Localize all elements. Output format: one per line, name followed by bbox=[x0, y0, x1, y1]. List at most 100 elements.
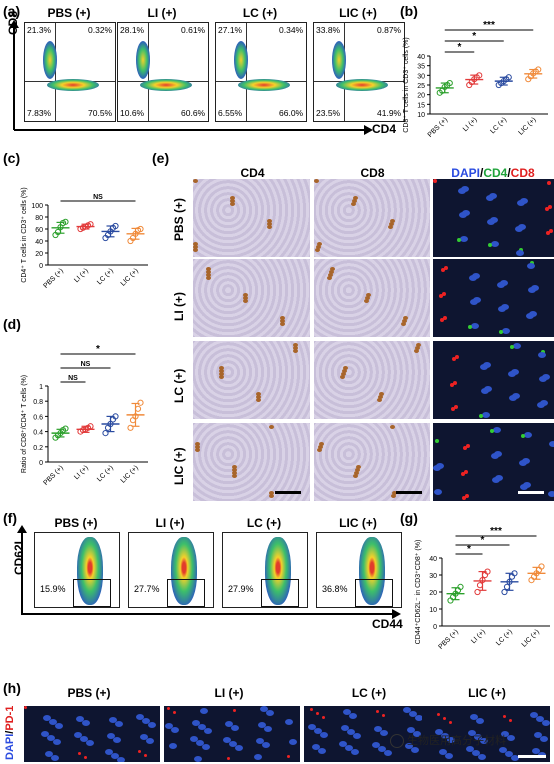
col-label-merge: DAPI/CD4/CD8 bbox=[451, 166, 535, 180]
wechat-icon bbox=[390, 734, 404, 748]
y-tick-label: 30 bbox=[429, 573, 437, 580]
y-tick-label: 0.6 bbox=[33, 414, 43, 421]
data-point bbox=[474, 588, 481, 596]
ihc-cd8-image bbox=[314, 259, 430, 337]
chart-g: 0 10 20 30 40 CD44⁺CD62L⁻ in CD3⁺CD8⁺ (%) PBS … bbox=[415, 526, 550, 651]
cd62l-axis-arrow bbox=[17, 525, 27, 615]
scale-bar-merge bbox=[518, 491, 544, 494]
h-column-title: LC (+) bbox=[351, 686, 387, 700]
gate-percentage: 15.9% bbox=[40, 584, 66, 594]
x-tick-label: LC (+) bbox=[489, 116, 508, 135]
data-point bbox=[137, 225, 144, 233]
y-tick-label: 0.4 bbox=[33, 430, 43, 437]
flow-f-title: LC (+) bbox=[246, 516, 282, 530]
x-tick-label: LI (+) bbox=[470, 628, 487, 645]
ihc-cd8-image bbox=[314, 423, 430, 501]
data-point bbox=[54, 228, 62, 236]
quadrant-lr-value: 66.0% bbox=[279, 108, 304, 118]
quadrant-ul-value: 33.8% bbox=[316, 25, 341, 35]
data-point bbox=[476, 582, 484, 589]
quadrant-ur-value: 0.61% bbox=[181, 25, 206, 35]
flow-a-title: LC (+) bbox=[242, 6, 278, 20]
flow-a-title: PBS (+) bbox=[47, 6, 91, 20]
cd62l-axis-label: CD62L bbox=[12, 536, 26, 575]
cd4-axis-arrow bbox=[14, 125, 373, 135]
significance-label: NS bbox=[93, 194, 103, 201]
cd8-label: CD8 bbox=[510, 166, 535, 180]
y-tick-label: 25 bbox=[417, 83, 425, 90]
row-label-e: LIC (+) bbox=[172, 447, 186, 485]
y-tick-label: 15 bbox=[417, 102, 425, 109]
dapi-pd1-vertical: DAPI/PD-1 bbox=[4, 705, 16, 760]
quadrant-ul-value: 27.1% bbox=[218, 25, 243, 35]
h-column-title: LI (+) bbox=[214, 686, 244, 700]
y-tick-label: 20 bbox=[429, 590, 437, 597]
pd1-image bbox=[24, 706, 160, 762]
data-point bbox=[511, 570, 518, 577]
y-tick-label: 100 bbox=[31, 203, 43, 210]
data-point bbox=[129, 417, 137, 424]
x-tick-label: LIC (+) bbox=[521, 628, 541, 648]
y-tick-label: 10 bbox=[417, 112, 425, 119]
col-label-cd8: CD8 bbox=[360, 166, 385, 180]
flow-plot-f bbox=[34, 532, 120, 608]
if-merge-image bbox=[433, 423, 554, 501]
flow-a-title: LIC (+) bbox=[339, 6, 377, 20]
x-tick-label: LIC (+) bbox=[120, 267, 140, 287]
quadrant-lr-value: 60.6% bbox=[181, 108, 206, 118]
flow-f-title: PBS (+) bbox=[54, 516, 98, 530]
significance-label: * bbox=[458, 42, 462, 53]
dapi-label: DAPI bbox=[451, 166, 480, 180]
panel-label-f: (f) bbox=[3, 510, 17, 526]
data-point bbox=[132, 413, 139, 420]
quadrant-lr-value: 70.5% bbox=[88, 108, 113, 118]
quadrant-ll-value: 23.5% bbox=[316, 108, 341, 118]
flow-f-title: LI (+) bbox=[155, 516, 185, 530]
data-point bbox=[107, 420, 114, 428]
panel-label-g: (g) bbox=[400, 510, 418, 526]
data-point bbox=[112, 413, 119, 420]
significance-label: * bbox=[481, 535, 485, 546]
flow-plot-a bbox=[24, 22, 116, 122]
flow-plot-a bbox=[313, 22, 405, 122]
gate-percentage: 27.9% bbox=[228, 584, 254, 594]
row-label-e: LI (+) bbox=[172, 292, 186, 321]
flow-plot-f bbox=[316, 532, 402, 608]
chart-b: 10 15 20 25 30 35 40 CD8⁺ T cells in CD3⁺ cells… bbox=[403, 20, 548, 139]
y-tick-label: 40 bbox=[429, 556, 437, 563]
data-point bbox=[137, 399, 144, 406]
quadrant-ul-value: 21.3% bbox=[27, 25, 52, 35]
y-tick-label: 20 bbox=[35, 251, 43, 258]
x-tick-label: LC (+) bbox=[96, 267, 115, 286]
ihc-cd8-image bbox=[314, 179, 430, 257]
pd1-image bbox=[304, 706, 440, 762]
data-point bbox=[62, 218, 69, 225]
significance-label: NS bbox=[68, 375, 78, 382]
quadrant-ll-value: 10.6% bbox=[120, 108, 145, 118]
data-point bbox=[538, 563, 545, 570]
y-axis-title: CD44⁺CD62L⁻ in CD3⁺CD8⁺ (%) bbox=[415, 540, 422, 645]
data-point bbox=[479, 577, 486, 584]
ihc-cd4-image bbox=[193, 341, 310, 419]
quadrant-ll-value: 7.83% bbox=[27, 108, 52, 118]
panel-label-h: (h) bbox=[3, 680, 21, 696]
flow-f-title: LIC (+) bbox=[339, 516, 377, 530]
ihc-cd4-image bbox=[193, 423, 310, 501]
gate-percentage: 27.7% bbox=[134, 584, 160, 594]
h-column-title: PBS (+) bbox=[67, 686, 111, 700]
x-tick-label: PBS (+) bbox=[42, 464, 64, 486]
significance-label: * bbox=[472, 31, 476, 42]
flow-a-title: LI (+) bbox=[147, 6, 177, 20]
flow-plot-f bbox=[128, 532, 214, 608]
flow-plot-f bbox=[222, 532, 308, 608]
ihc-cd4-image bbox=[193, 179, 310, 257]
significance-label: NS bbox=[81, 361, 91, 368]
cd44-axis-arrow bbox=[22, 609, 401, 619]
y-tick-label: 40 bbox=[417, 54, 425, 61]
x-tick-label: PBS (+) bbox=[42, 267, 64, 289]
data-point bbox=[102, 430, 109, 437]
y-tick-label: 80 bbox=[35, 215, 43, 222]
panel-label-d: (d) bbox=[3, 316, 21, 332]
y-axis-title: Ratio of CD8⁺/CD4⁺ T cells (%) bbox=[21, 375, 28, 473]
y-axis-title: CD8⁺ T cells in CD3⁺ cells (%) bbox=[403, 37, 410, 132]
